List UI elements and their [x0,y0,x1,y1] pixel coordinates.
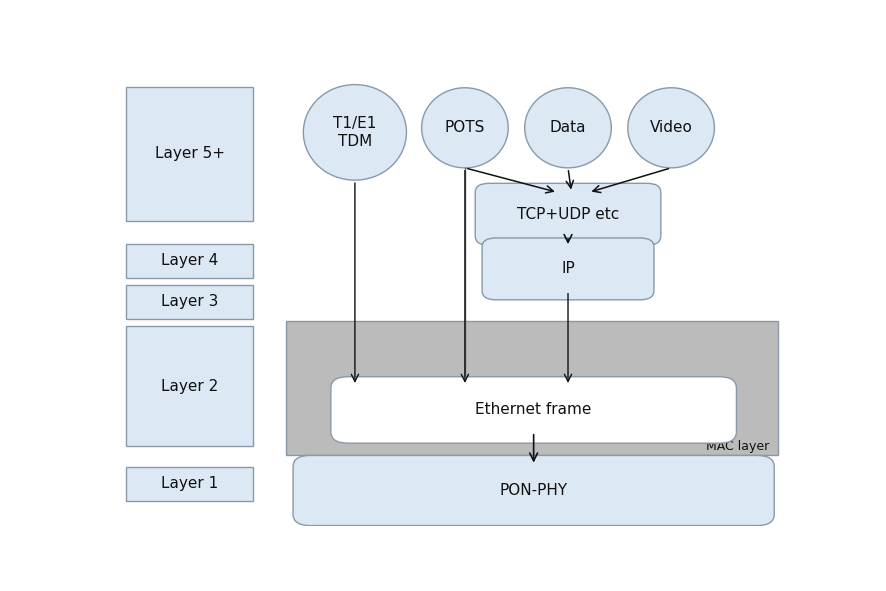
Ellipse shape [303,85,406,180]
Ellipse shape [525,87,610,168]
Text: Layer 3: Layer 3 [160,294,218,309]
Ellipse shape [421,87,508,168]
FancyBboxPatch shape [475,183,660,245]
FancyBboxPatch shape [126,326,253,446]
Text: Layer 4: Layer 4 [160,254,218,268]
Text: Data: Data [549,121,586,135]
FancyBboxPatch shape [126,285,253,319]
FancyBboxPatch shape [330,376,735,443]
Text: Video: Video [649,121,692,135]
FancyBboxPatch shape [126,87,253,221]
FancyBboxPatch shape [292,456,773,525]
Text: POTS: POTS [444,121,485,135]
Text: IP: IP [561,261,574,277]
FancyBboxPatch shape [126,244,253,278]
Text: Layer 1: Layer 1 [160,476,218,491]
FancyBboxPatch shape [126,467,253,501]
Text: MAC layer: MAC layer [705,440,768,453]
Bar [286,322,777,456]
Text: PON-PHY: PON-PHY [499,483,567,498]
Text: TCP+UDP etc: TCP+UDP etc [517,207,618,222]
Text: Ethernet frame: Ethernet frame [475,402,591,417]
Text: T1/E1
TDM: T1/E1 TDM [333,116,377,148]
Text: Layer 2: Layer 2 [160,379,218,394]
FancyBboxPatch shape [482,238,653,300]
Ellipse shape [627,87,713,168]
Text: Layer 5+: Layer 5+ [154,147,224,161]
